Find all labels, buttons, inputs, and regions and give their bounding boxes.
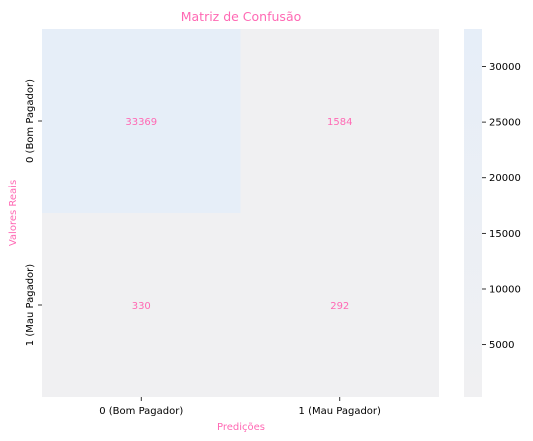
heatmap-cell-r0-c1 [240, 29, 439, 213]
x-tick-label: 0 (Bom Pagador) [99, 406, 183, 417]
y-tick-label: 1 (Mau Pagador) [25, 264, 36, 346]
colorbar-tick-label: 20000 [489, 173, 521, 184]
y-axis-ticks: 0 (Bom Pagador) 1 (Mau Pagador) [25, 79, 42, 346]
cell-value-r1-c1: 292 [330, 301, 349, 312]
cell-value-r0-c0: 33369 [125, 117, 157, 128]
colorbar-gradient [464, 29, 482, 397]
colorbar-tick-label: 15000 [489, 229, 521, 240]
colorbar-tick-label: 5000 [489, 340, 514, 351]
heatmap-cell-r1-c1 [240, 213, 439, 397]
heatmap-grid: 33369 1584 330 292 [42, 29, 439, 397]
colorbar-tick-label: 10000 [489, 284, 521, 295]
y-tick-label: 0 (Bom Pagador) [25, 79, 36, 163]
heatmap-cell-r0-c0 [42, 29, 241, 213]
x-axis-ticks: 0 (Bom Pagador) 1 (Mau Pagador) [99, 397, 381, 417]
chart-title: Matriz de Confusão [181, 9, 302, 24]
x-tick-label: 1 (Mau Pagador) [299, 406, 381, 417]
colorbar-tick-label: 30000 [489, 62, 521, 73]
heatmap-cell-r1-c0 [42, 213, 241, 397]
cell-value-r1-c0: 330 [132, 301, 151, 312]
colorbar: 5000 10000 15000 20000 25000 30000 [464, 29, 521, 397]
colorbar-tick-label: 25000 [489, 118, 521, 129]
cell-value-r0-c1: 1584 [327, 117, 352, 128]
y-axis-label: Valores Reais [8, 180, 19, 246]
x-axis-label: Predições [217, 422, 265, 433]
